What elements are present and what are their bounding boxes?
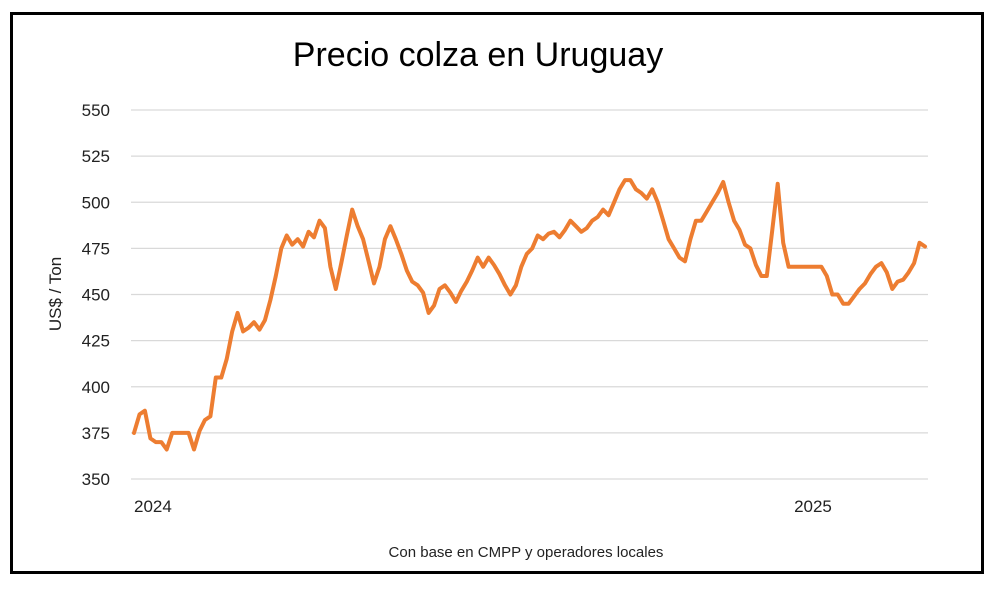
series-line-precio-colza	[132, 178, 927, 452]
y-tick-label: 400	[82, 378, 110, 397]
y-tick-label: 525	[82, 147, 110, 166]
y-tick-label: 425	[82, 332, 110, 351]
y-tick-label: 550	[82, 101, 110, 120]
chart-title: Precio colza en Uruguay	[293, 36, 663, 74]
x-tick-label: 2025	[794, 497, 832, 516]
y-tick-label: 475	[82, 239, 110, 258]
y-tick-label: 450	[82, 286, 110, 305]
y-axis-ticks: 350 375 400 425 450 475 500 525 550	[82, 101, 110, 489]
x-axis-ticks: 2024 2025	[134, 497, 832, 516]
x-tick-label: 2024	[134, 497, 172, 516]
y-tick-label: 350	[82, 470, 110, 489]
source-note: Con base en CMPP y operadores locales	[389, 544, 664, 561]
chart-frame	[10, 12, 984, 574]
gridlines	[131, 109, 928, 480]
y-axis-label: US$ / Ton	[46, 257, 65, 331]
series-layer	[132, 178, 927, 452]
y-tick-label: 375	[82, 424, 110, 443]
y-tick-label: 500	[82, 193, 110, 212]
